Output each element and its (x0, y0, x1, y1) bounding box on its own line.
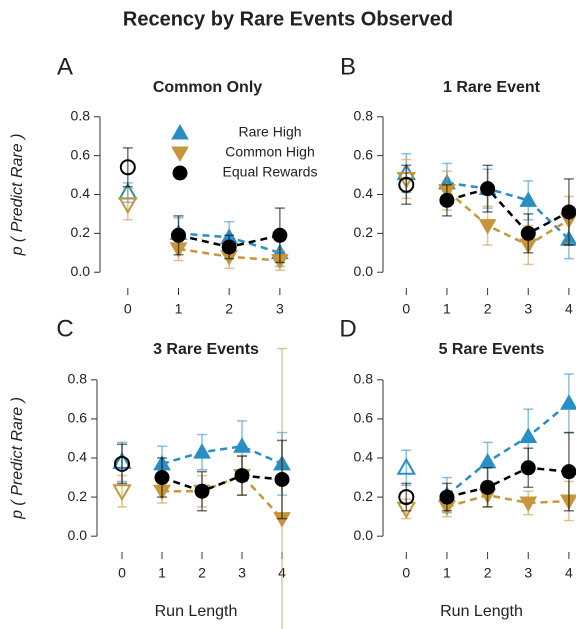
y-axis-label: p ( Predict Rare ) (9, 397, 26, 520)
panel-title: Common Only (153, 79, 262, 96)
x-tick-label: 3 (276, 301, 284, 317)
marker (519, 496, 538, 512)
y-tick-label: 0.8 (71, 107, 91, 123)
marker (439, 192, 455, 208)
marker (118, 197, 138, 215)
y-tick-label: 0.2 (354, 488, 374, 504)
marker (112, 484, 132, 502)
marker (274, 472, 290, 487)
series-line (162, 474, 283, 520)
series-line (161, 474, 283, 493)
panel-label: D (339, 315, 356, 342)
panel-label: A (57, 53, 73, 80)
panel-title: 5 Rare Events (439, 341, 545, 358)
x-tick-label: 2 (484, 301, 492, 317)
y-tick-label: 0.0 (354, 527, 374, 543)
y-tick-label: 0.4 (71, 185, 91, 201)
x-tick-label: 0 (124, 301, 132, 317)
y-tick-label: 0.6 (71, 146, 91, 162)
marker (171, 146, 189, 163)
marker (171, 123, 189, 140)
y-tick-label: 0.0 (71, 263, 91, 279)
panel-label: B (340, 53, 356, 80)
x-axis-label: Run Length (155, 603, 238, 620)
marker (480, 479, 496, 495)
marker (560, 394, 576, 410)
marker (398, 489, 415, 506)
panel-label: C (56, 315, 73, 342)
y-tick-label: 0.2 (354, 224, 374, 240)
marker (439, 489, 455, 505)
x-tick-label: 3 (524, 565, 532, 581)
x-tick-label: 2 (198, 565, 206, 581)
marker (519, 191, 538, 207)
x-tick-label: 1 (158, 565, 166, 581)
y-tick-label: 0.8 (68, 371, 88, 387)
series-line (446, 187, 570, 235)
y-tick-label: 0.8 (354, 107, 374, 123)
x-tick-label: 3 (238, 565, 246, 581)
x-tick-label: 1 (443, 301, 451, 317)
figure-title: Recency by Rare Events Observed (123, 8, 453, 30)
marker (221, 239, 237, 255)
y-tick-label: 0.0 (68, 527, 88, 543)
marker (561, 204, 576, 220)
y-tick-label: 0.6 (354, 410, 374, 426)
x-tick-label: 0 (118, 565, 126, 581)
x-tick-label: 4 (565, 565, 573, 581)
series-line (446, 189, 570, 247)
y-tick-label: 0.4 (354, 185, 374, 201)
marker (154, 470, 170, 486)
series-line (446, 466, 570, 499)
x-axis-label: Run Length (440, 603, 523, 620)
legend-label: Equal Rewards (223, 164, 318, 180)
x-tick-label: 0 (402, 565, 410, 581)
y-tick-label: 0.2 (68, 488, 88, 504)
marker (520, 460, 536, 476)
panel-title: 1 Rare Event (443, 79, 541, 96)
marker (478, 452, 497, 469)
x-tick-label: 2 (225, 301, 233, 317)
y-tick-label: 0.6 (68, 410, 88, 426)
marker (234, 468, 250, 484)
x-tick-label: 0 (402, 301, 410, 317)
marker (480, 181, 496, 197)
marker (398, 176, 415, 193)
y-tick-label: 0.2 (71, 224, 91, 240)
x-tick-label: 3 (524, 301, 532, 317)
legend-label: Common High (225, 144, 314, 160)
series-line (446, 181, 570, 241)
marker (119, 159, 136, 176)
marker (193, 443, 211, 459)
y-tick-label: 0.8 (354, 371, 374, 387)
y-tick-label: 0.4 (68, 449, 88, 465)
legend-label: Rare High (238, 124, 301, 140)
panel-title: 3 Rare Events (153, 341, 259, 358)
marker (561, 464, 576, 480)
series-line (161, 444, 283, 466)
marker (478, 219, 497, 235)
marker (170, 227, 186, 243)
series-line (446, 493, 569, 509)
x-tick-label: 4 (565, 301, 573, 317)
x-tick-label: 2 (484, 565, 492, 581)
marker (114, 455, 130, 472)
marker (172, 165, 188, 181)
marker (520, 225, 536, 241)
marker (519, 427, 538, 443)
x-tick-label: 1 (443, 565, 451, 581)
x-tick-label: 1 (175, 301, 183, 317)
y-tick-label: 0.0 (354, 263, 374, 279)
y-axis-label: p ( Predict Rare ) (9, 134, 26, 257)
series-line (446, 402, 570, 497)
marker (233, 437, 251, 453)
marker (272, 227, 288, 243)
marker (194, 483, 210, 499)
y-tick-label: 0.6 (354, 146, 374, 162)
marker (396, 457, 417, 475)
y-tick-label: 0.4 (354, 449, 374, 465)
